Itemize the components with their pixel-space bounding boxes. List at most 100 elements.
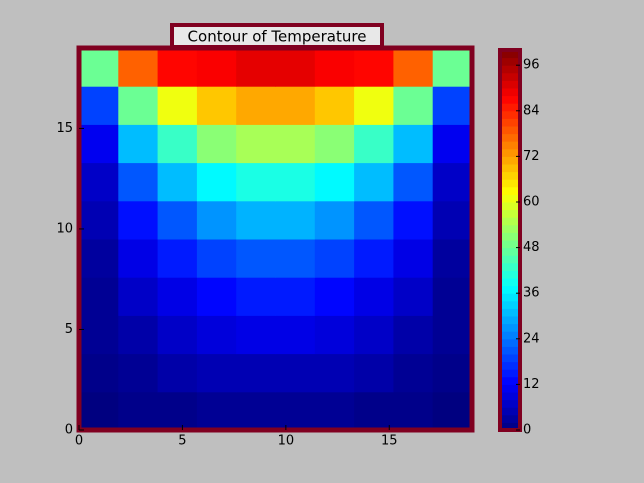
colorbar-tick-label: 24 [523, 331, 540, 346]
contour-cell [275, 315, 316, 355]
colorbar-band [500, 148, 520, 157]
contour-cell [196, 162, 237, 202]
contour-cell [196, 200, 237, 240]
contour-cell [196, 353, 237, 393]
contour-cell [236, 200, 276, 240]
colorbar-tick-label: 36 [523, 286, 540, 301]
contour-cell [236, 391, 276, 431]
colorbar-band [500, 262, 520, 271]
contour-cell [314, 239, 355, 278]
contour-cell [354, 124, 394, 164]
contour-cell [354, 391, 394, 431]
contour-cell [432, 315, 473, 355]
contour-cell [275, 124, 316, 164]
contour-cell [354, 277, 394, 316]
contour-cell [393, 48, 434, 87]
contour-cell [79, 86, 119, 125]
contour-cell [196, 86, 237, 125]
contour-cell [196, 239, 237, 278]
contour-cell [118, 239, 159, 278]
colorbar-band [500, 255, 520, 264]
contour-cell [157, 48, 198, 87]
colorbar-band [500, 103, 520, 112]
contour-cell [314, 162, 355, 202]
contour-cell [432, 200, 473, 240]
contour-cell [314, 86, 355, 125]
colorbar-band [500, 88, 520, 97]
colorbar-band [500, 80, 520, 89]
contour-cell [354, 162, 394, 202]
contour-cell [157, 124, 198, 164]
contour-cell [314, 124, 355, 164]
colorbar-band [500, 202, 520, 211]
contour-cell [275, 162, 316, 202]
contour-cell [79, 353, 119, 393]
colorbar-band [500, 278, 520, 287]
contour-cell [393, 353, 434, 393]
x-tick-label: 0 [75, 434, 83, 449]
colorbar-band [500, 110, 520, 119]
contour-cell [314, 391, 355, 431]
contour-cell [354, 239, 394, 278]
colorbar-band [500, 240, 520, 249]
contour-cell [275, 200, 316, 240]
contour-cell [157, 315, 198, 355]
contour-cell [196, 48, 237, 87]
colorbar-band [500, 57, 520, 66]
colorbar-band [500, 414, 520, 423]
contour-cell [157, 162, 198, 202]
contour-cell [432, 239, 473, 278]
contour-cell [157, 86, 198, 125]
contour-cell [354, 315, 394, 355]
colorbar-band [500, 392, 520, 401]
contour-cell [314, 48, 355, 87]
colorbar-band [500, 300, 520, 309]
colorbar-band [500, 141, 520, 150]
contour-cell [157, 200, 198, 240]
contour-cell [275, 391, 316, 431]
contour-cell [118, 277, 159, 316]
contour-cell [118, 353, 159, 393]
contour-cell [118, 124, 159, 164]
colorbar-band [500, 338, 520, 347]
plot-frame [76, 45, 475, 433]
contour-cell [196, 391, 237, 431]
y-tick-label: 0 [65, 423, 73, 438]
colorbar-band [500, 171, 520, 180]
colorbar-band [500, 369, 520, 378]
contour-cell [118, 48, 159, 87]
colorbar-tick-label: 84 [523, 103, 540, 118]
colorbar-band [500, 376, 520, 385]
colorbar-band [500, 217, 520, 226]
colorbar-band [500, 354, 520, 363]
colorbar-band [500, 186, 520, 195]
contour-cell [275, 239, 316, 278]
colorbar-band [500, 308, 520, 317]
contour-cell [393, 315, 434, 355]
contour-cell [354, 200, 394, 240]
x-tick-label: 5 [178, 434, 186, 449]
y-tick-label: 10 [56, 221, 73, 236]
contour-cell [432, 48, 473, 87]
contour-cell [314, 353, 355, 393]
contour-cell [275, 353, 316, 393]
colorbar-tick-label: 0 [523, 423, 531, 438]
contour-cell [354, 86, 394, 125]
contour-cell [236, 162, 276, 202]
contour-cell [432, 124, 473, 164]
contour-cell [432, 353, 473, 393]
colorbar-band [500, 126, 520, 135]
contour-cell [354, 353, 394, 393]
contour-cell [314, 277, 355, 316]
contour-cell [236, 315, 276, 355]
x-tick-label: 15 [381, 434, 398, 449]
contour-cell [79, 315, 119, 355]
colorbar-tick-label: 72 [523, 149, 540, 164]
contour-cell [79, 391, 119, 431]
contour-cell [236, 48, 276, 87]
contour-cell [236, 239, 276, 278]
colorbar-band [500, 361, 520, 370]
contour-cell [354, 48, 394, 87]
colorbar-band [500, 95, 520, 104]
contour-cell [196, 124, 237, 164]
